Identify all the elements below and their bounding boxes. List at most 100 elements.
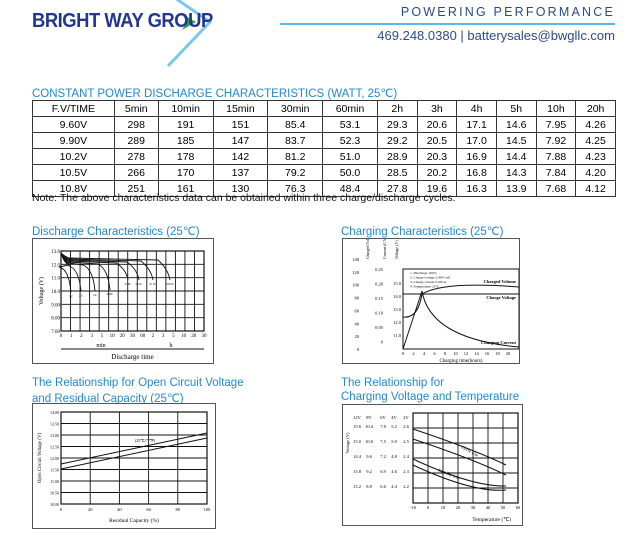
- voltage-tick: 4.6: [391, 469, 397, 474]
- voltage-tick: 4.4: [391, 484, 397, 489]
- table-cell: 83.7: [267, 132, 324, 149]
- voltage-tick: 15.6: [353, 424, 362, 429]
- discharge-chart: 13.0 12.0 11.0 10.0 9.00 8.00 7.00 0 1 2 3 5 10 20 30 6…: [32, 238, 214, 364]
- ocv-chart-title-2: and Residual Capacity (25℃): [32, 393, 184, 405]
- y-tick-label: 14.00: [50, 410, 59, 415]
- voltage-curve: [412, 458, 507, 487]
- x-tick-label: 3: [162, 334, 165, 339]
- curve-label: 0.05C: [166, 282, 175, 286]
- table-cell: 9.60V: [32, 116, 115, 133]
- y-tick-label: 9.00: [51, 303, 60, 308]
- x-tick-label: 20: [456, 505, 461, 510]
- table-cell: 10.2V: [32, 148, 115, 165]
- table-cell: 3h: [416, 100, 458, 117]
- x-tick-label: 3: [90, 334, 93, 339]
- x-tick-label: 20: [88, 507, 93, 512]
- table-cell: 20.5: [416, 132, 458, 149]
- table-cell: 130: [212, 180, 269, 197]
- voltage-tick: 6.6: [380, 484, 386, 489]
- x-tick-label: 2: [152, 334, 155, 339]
- y-tick-label: 10.50: [50, 491, 59, 496]
- curve-label: 1C: [93, 293, 98, 297]
- curve-label: 0.6C: [107, 292, 114, 296]
- series-label: Charge Voltage: [486, 295, 516, 300]
- y-tick-v: 15.0: [393, 281, 402, 286]
- table-cell: 4.25: [575, 132, 616, 149]
- table-row: 10.5V 266 170 137 79.2 50.0 28.5 20.2 16.8 14.3 7.…: [32, 164, 616, 181]
- y-tick-pct: 140: [352, 257, 360, 262]
- table-title: CONSTANT POWER DISCHARGE CHARACTERISTICS…: [32, 88, 398, 100]
- x-tick-label: 50: [501, 505, 506, 510]
- x-tick-label: 0: [60, 334, 63, 339]
- table-cell: 251: [113, 180, 159, 197]
- table-cell: 53.1: [322, 116, 378, 133]
- logo-chevron-icon: [166, 0, 213, 68]
- y-axis-label: Voltage (V): [345, 432, 350, 454]
- y-tick-label: 13.0: [51, 250, 60, 255]
- x-tick-label: 40: [486, 505, 491, 510]
- series-label: Charged Volume: [484, 279, 516, 284]
- table-cell: 10.5V: [32, 164, 115, 181]
- x-tick-label: 0: [427, 505, 430, 510]
- table-cell: 147: [212, 132, 269, 149]
- y-axis-label: Voltage (V): [38, 277, 45, 305]
- x-tick-label: 30: [471, 505, 476, 510]
- table-cell: 4.12: [575, 180, 616, 197]
- table-cell: 51.0: [322, 148, 378, 165]
- axis-head: Charged Volume (%): [365, 239, 370, 259]
- table-cell: 60min: [322, 100, 378, 117]
- x-tick-label: 40: [117, 507, 122, 512]
- curve-label: 0.1C: [150, 282, 157, 286]
- temp-chart-title-2: Charging Voltage and Temperature: [341, 391, 520, 403]
- column-head: 4V: [391, 415, 397, 420]
- curve-label: 2C: [79, 294, 84, 298]
- table-cell: 137: [212, 164, 269, 181]
- table-cell: 20h: [575, 100, 616, 117]
- unit-h: h: [170, 343, 173, 349]
- table-cell: 151: [212, 116, 269, 133]
- voltage-tick: 6.9: [380, 469, 386, 474]
- company-logo: BRIGHT WAY GROUP: [32, 10, 213, 32]
- voltage-tick: 14.4: [353, 454, 362, 459]
- voltage-tick: 2.6: [403, 424, 409, 429]
- table-cell: 9.90V: [32, 132, 115, 149]
- y-tick-ca: 0.20: [375, 282, 384, 287]
- table-cell: 48.4: [322, 180, 378, 197]
- table-cell: 20.6: [416, 116, 458, 133]
- y-tick-label: 8.00: [51, 317, 60, 322]
- table-cell: 14.6: [495, 116, 537, 133]
- charged-volume-curve: [402, 284, 520, 318]
- table-cell: 85.4: [267, 116, 324, 133]
- voltage-tick: 10.0: [365, 439, 374, 444]
- x-tick-label: 0: [402, 351, 405, 356]
- table-cell: 28.9: [376, 148, 418, 165]
- y-tick-v: 11.0: [393, 333, 401, 338]
- charging-current-curve: [402, 290, 520, 350]
- table-cell: 19.6: [416, 180, 458, 197]
- voltage-tick: 9.6: [366, 454, 372, 459]
- voltage-tick: 5.2: [391, 424, 397, 429]
- table-cell: 142: [212, 148, 269, 165]
- y-tick-pct: 120: [352, 270, 360, 275]
- table-cell: 17.0: [456, 132, 497, 149]
- x-tick-label: 5: [101, 334, 104, 339]
- table-cell: 7.88: [535, 148, 577, 165]
- y-tick-pct: 20: [355, 334, 360, 339]
- table-cell: 10h: [535, 100, 577, 117]
- table-header-row: F.V/TIME 5min 10min 15min 30min 60min 2h 3h 4h 5h…: [32, 100, 616, 117]
- x-tick-label: 16: [485, 351, 490, 356]
- y-tick-label: 10.00: [50, 502, 59, 507]
- column-head: 6V: [380, 415, 386, 420]
- voltage-tick: 13.8: [353, 469, 362, 474]
- x-axis-label: Residual Capacity (%): [109, 517, 159, 524]
- table-note: Note: The above characteristics data can…: [32, 192, 456, 204]
- axis-head: Voltage (V): [394, 240, 399, 259]
- voltage-tick: 7.8: [380, 424, 386, 429]
- table-cell: 4.23: [575, 148, 616, 165]
- table-cell: 16.8: [456, 164, 497, 181]
- table-row: 9.90V 289 185 147 83.7 52.3 29.2 20.5 17.0 14.5 7.…: [32, 132, 616, 149]
- table-cell: 170: [157, 164, 214, 181]
- x-tick-label: 10: [441, 505, 446, 510]
- table-cell: 29.2: [376, 132, 418, 149]
- table-cell: 14.4: [495, 148, 537, 165]
